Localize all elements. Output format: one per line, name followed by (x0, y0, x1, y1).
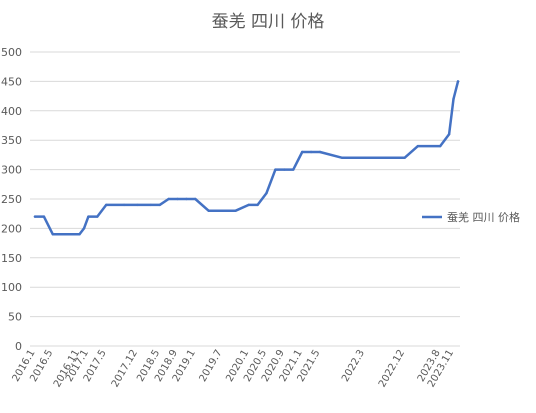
data-point-0-31 (385, 156, 388, 159)
x-tick-label-5: 2017.12 (110, 348, 140, 389)
data-point-0-27 (309, 150, 313, 154)
series-layer (33, 80, 460, 236)
data-point-0-22 (265, 191, 268, 195)
data-point-0-14 (176, 197, 179, 201)
data-point-0-35 (447, 133, 451, 136)
data-point-0-26 (301, 150, 304, 154)
data-point-0-3 (65, 233, 68, 236)
y-tick-label-0: 0 (15, 340, 22, 353)
data-point-0-2 (51, 233, 54, 236)
y-tick-label-450: 450 (1, 75, 22, 88)
y-tick-label-200: 200 (1, 222, 22, 235)
gridlines (30, 51, 460, 347)
data-point-0-6 (87, 215, 90, 218)
x-tick-label-16: 2022.12 (377, 348, 407, 389)
data-point-0-16 (194, 197, 197, 201)
data-point-0-7 (96, 215, 99, 218)
data-point-0-29 (341, 156, 344, 159)
y-tick-label-100: 100 (1, 281, 22, 294)
data-point-0-34 (439, 144, 442, 148)
data-point-0-9 (122, 203, 126, 207)
data-point-0-19 (234, 209, 237, 212)
legend: 蚕羌 四川 价格 (422, 210, 520, 224)
chart-title: 蚕羌 四川 价格 (212, 12, 325, 32)
data-point-0-20 (247, 203, 250, 207)
data-point-0-33 (416, 144, 420, 148)
data-point-0-25 (292, 168, 295, 171)
y-tick-label-400: 400 (1, 105, 22, 118)
data-point-0-30 (363, 156, 366, 159)
data-point-0-10 (136, 203, 139, 207)
y-tick-label-350: 350 (1, 134, 22, 147)
legend-label: 蚕羌 四川 价格 (447, 210, 520, 224)
data-point-0-13 (167, 197, 170, 201)
data-point-0-8 (105, 203, 108, 207)
data-point-0-15 (185, 197, 188, 201)
data-point-0-18 (220, 209, 224, 212)
series-line-0 (33, 80, 460, 236)
data-point-0-23 (274, 168, 277, 171)
data-point-0-36 (452, 97, 455, 101)
y-tick-label-250: 250 (1, 193, 22, 206)
data-point-0-0 (33, 215, 37, 218)
x-tick-label-15: 2022.3 (340, 348, 367, 384)
data-point-0-28 (318, 150, 322, 154)
y-axis-tick-labels: 0 50 100 150 200 250 300 350 400 450 500 (1, 46, 22, 353)
data-point-0-11 (149, 203, 152, 207)
y-tick-label-300: 300 (1, 164, 22, 177)
data-point-0-24 (283, 168, 286, 171)
data-point-0-1 (42, 215, 46, 218)
data-point-0-5 (82, 227, 86, 230)
data-point-0-4 (78, 233, 81, 236)
data-point-0-12 (158, 203, 161, 207)
y-tick-label-50: 50 (8, 311, 22, 324)
y-tick-label-150: 150 (1, 252, 22, 265)
data-point-0-32 (403, 156, 406, 159)
x-tick-label-9: 2019.7 (198, 348, 225, 384)
data-point-0-37 (456, 80, 460, 83)
y-tick-label-500: 500 (1, 46, 22, 59)
data-point-0-21 (256, 203, 259, 207)
data-point-0-17 (207, 209, 210, 212)
